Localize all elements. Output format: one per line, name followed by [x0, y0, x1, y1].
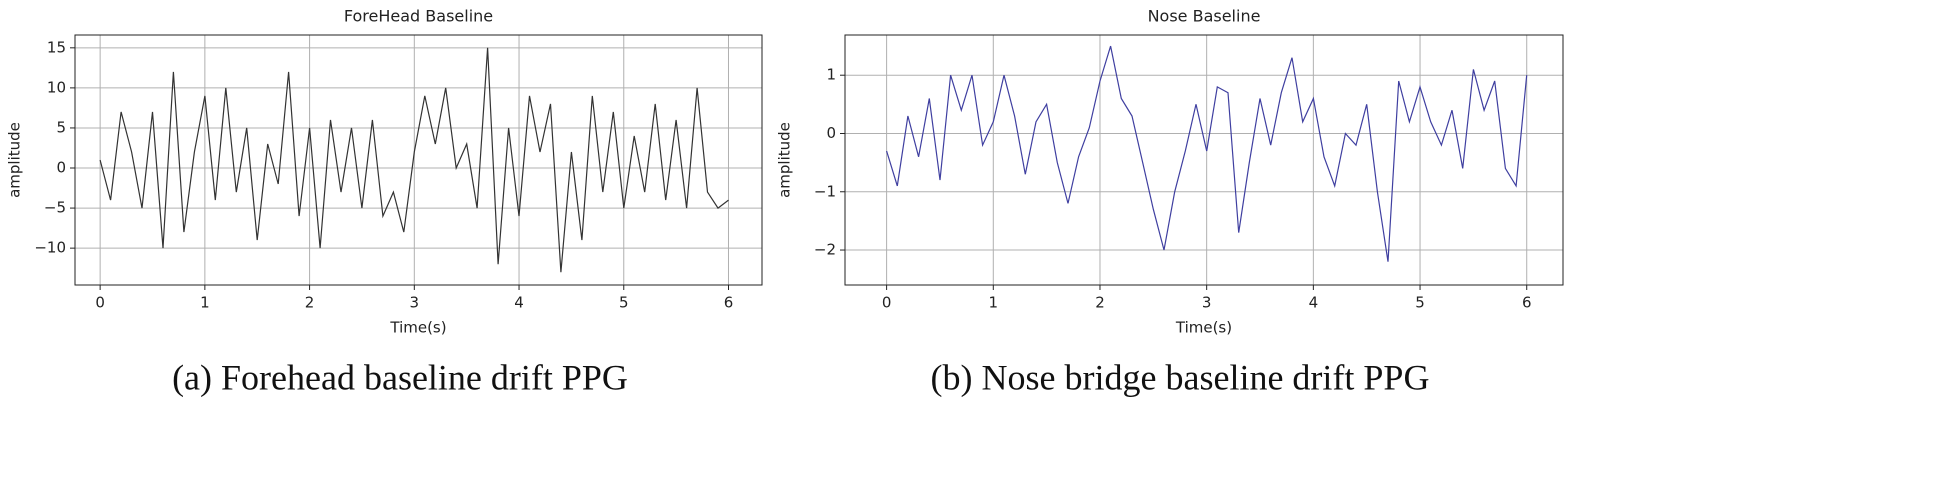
x-tick-label: 5	[1415, 294, 1425, 312]
x-tick-label: 3	[410, 294, 420, 312]
x-tick-label: 3	[1202, 294, 1212, 312]
data-line	[99, 47, 729, 273]
y-tick-label: 15	[47, 38, 66, 56]
x-tick-label: 2	[1095, 294, 1105, 312]
x-tick-label: 2	[305, 294, 315, 312]
y-axis-label: amplitude	[6, 122, 24, 198]
y-tick-label: −1	[814, 182, 836, 200]
x-tick-label: 4	[1309, 294, 1319, 312]
x-tick-label: 1	[989, 294, 999, 312]
chart-title: Nose Baseline	[1148, 7, 1261, 26]
y-tick-label: 5	[56, 118, 66, 136]
chart-title: ForeHead Baseline	[344, 7, 493, 26]
y-tick-label: 0	[56, 159, 66, 177]
x-tick-label: 0	[882, 294, 892, 312]
caption: (b) Nose bridge baseline drift PPG	[931, 357, 1430, 397]
x-axis-label: Time(s)	[389, 319, 446, 337]
x-tick-label: 6	[724, 294, 734, 312]
y-axis-label: amplitude	[776, 122, 794, 198]
x-tick-label: 6	[1522, 294, 1532, 312]
plot-frame	[74, 34, 763, 286]
x-tick-label: 0	[95, 294, 105, 312]
y-tick-label: 0	[826, 124, 836, 142]
x-tick-label: 4	[514, 294, 524, 312]
data-line	[886, 45, 1528, 262]
y-tick-label: 10	[47, 78, 66, 96]
x-tick-label: 5	[619, 294, 629, 312]
y-tick-label: −2	[814, 241, 836, 259]
y-tick-label: −5	[44, 199, 66, 217]
y-tick-label: 1	[826, 66, 836, 84]
x-axis-label: Time(s)	[1175, 319, 1232, 337]
plot-frame	[844, 34, 1564, 286]
x-tick-label: 1	[200, 294, 210, 312]
caption: (a) Forehead baseline drift PPG	[172, 357, 628, 397]
y-tick-label: −10	[34, 239, 66, 257]
